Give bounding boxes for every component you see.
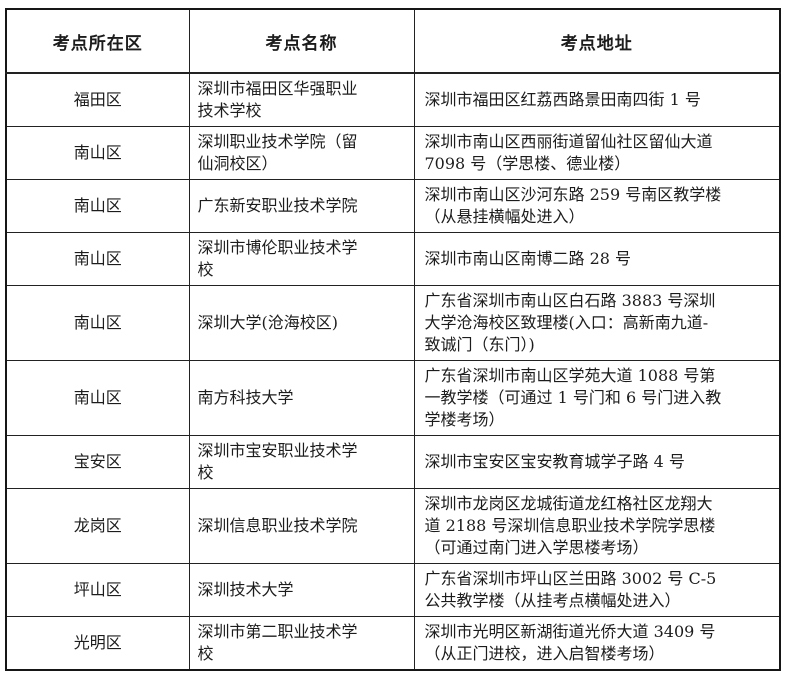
district-cell: 龙岗区 [5,488,190,564]
site-name-cell: 深圳市福田区华强职业 技术学校 [188,72,415,127]
district-cell: 南山区 [5,232,190,286]
exam-sites-table: 考点所在区 考点名称 考点地址 福田区 深圳市福田区华强职业 技术学校 深圳市福田区… [5,8,781,671]
table-row: 坪山区 深圳技术大学 广东省深圳市坪山区兰田路 3002 号 C-5 公共教学楼（从… [5,563,781,617]
address-cell: 深圳市福田区红荔西路景田南四街 1 号 [413,72,781,127]
address-cell: 深圳市宝安区宝安教育城学子路 4 号 [413,435,781,489]
district-cell: 宝安区 [5,435,190,489]
site-name-cell: 广东新安职业技术学院 [188,179,415,233]
site-name-cell: 深圳市博伦职业技术学 校 [188,232,415,286]
address-cell: 深圳市南山区西丽街道留仙社区留仙大道 7098 号（学思楼、德业楼） [413,126,781,180]
table-row: 南山区 深圳职业技术学院（留 仙洞校区） 深圳市南山区西丽街道留仙社区留仙大道 70… [5,126,781,180]
address-cell: 广东省深圳市南山区白石路 3883 号深圳 大学沧海校区致理楼(入口：高新南九道… [413,285,781,361]
site-name-cell: 深圳市宝安职业技术学 校 [188,435,415,489]
site-name-cell: 深圳技术大学 [188,563,415,617]
address-cell: 深圳市龙岗区龙城街道龙红格社区龙翔大 道 2188 号深圳信息职业技术学院学思楼… [413,488,781,564]
address-cell: 深圳市南山区南博二路 28 号 [413,232,781,286]
address-cell: 深圳市南山区沙河东路 259 号南区教学楼 （从悬挂横幅处进入） [413,179,781,233]
table-row: 南山区 广东新安职业技术学院 深圳市南山区沙河东路 259 号南区教学楼 （从悬挂横… [5,179,781,233]
district-cell: 南山区 [5,126,190,180]
site-name-cell: 深圳信息职业技术学院 [188,488,415,564]
header-address: 考点地址 [413,8,781,74]
table-row: 光明区 深圳市第二职业技术学 校深圳市光明区新湖街道光侨大道 3409 号 （从正… [5,616,781,671]
header-site-name: 考点名称 [188,8,415,74]
document-page: 考点所在区 考点名称 考点地址 福田区 深圳市福田区华强职业 技术学校 深圳市福田区… [0,8,786,688]
table-row: 宝安区 深圳市宝安职业技术学 校深圳市宝安区宝安教育城学子路 4 号 [5,435,781,489]
table-row: 龙岗区 深圳信息职业技术学院 深圳市龙岗区龙城街道龙红格社区龙翔大 道 2188 号… [5,488,781,564]
site-name-cell: 深圳大学(沧海校区) [188,285,415,361]
table-row: 福田区 深圳市福田区华强职业 技术学校 深圳市福田区红荔西路景田南四街 1 号 [5,72,781,127]
address-cell: 深圳市光明区新湖街道光侨大道 3409 号 （从正门进校，进入启智楼考场） [413,616,781,671]
table-row: 南山区 深圳大学(沧海校区) 广东省深圳市南山区白石路 3883 号深圳 大学沧海校… [5,285,781,361]
district-cell: 福田区 [5,72,190,127]
district-cell: 南山区 [5,360,190,436]
site-name-cell: 南方科技大学 [188,360,415,436]
table-row: 南山区 南方科技大学 广东省深圳市南山区学苑大道 1088 号第 一教学楼（可通过 … [5,360,781,436]
address-cell: 广东省深圳市坪山区兰田路 3002 号 C-5 公共教学楼（从挂考点横幅处进入） [413,563,781,617]
header-district: 考点所在区 [5,8,190,74]
table-body: 福田区 深圳市福田区华强职业 技术学校 深圳市福田区红荔西路景田南四街 1 号南山区… [5,72,781,671]
header-row: 考点所在区 考点名称 考点地址 [5,8,781,74]
district-cell: 南山区 [5,179,190,233]
table-row: 南山区 深圳市博伦职业技术学 校深圳市南山区南博二路 28 号 [5,232,781,286]
district-cell: 南山区 [5,285,190,361]
site-name-cell: 深圳职业技术学院（留 仙洞校区） [188,126,415,180]
district-cell: 光明区 [5,616,190,671]
district-cell: 坪山区 [5,563,190,617]
site-name-cell: 深圳市第二职业技术学 校 [188,616,415,671]
address-cell: 广东省深圳市南山区学苑大道 1088 号第 一教学楼（可通过 1 号门和 6 号… [413,360,781,436]
